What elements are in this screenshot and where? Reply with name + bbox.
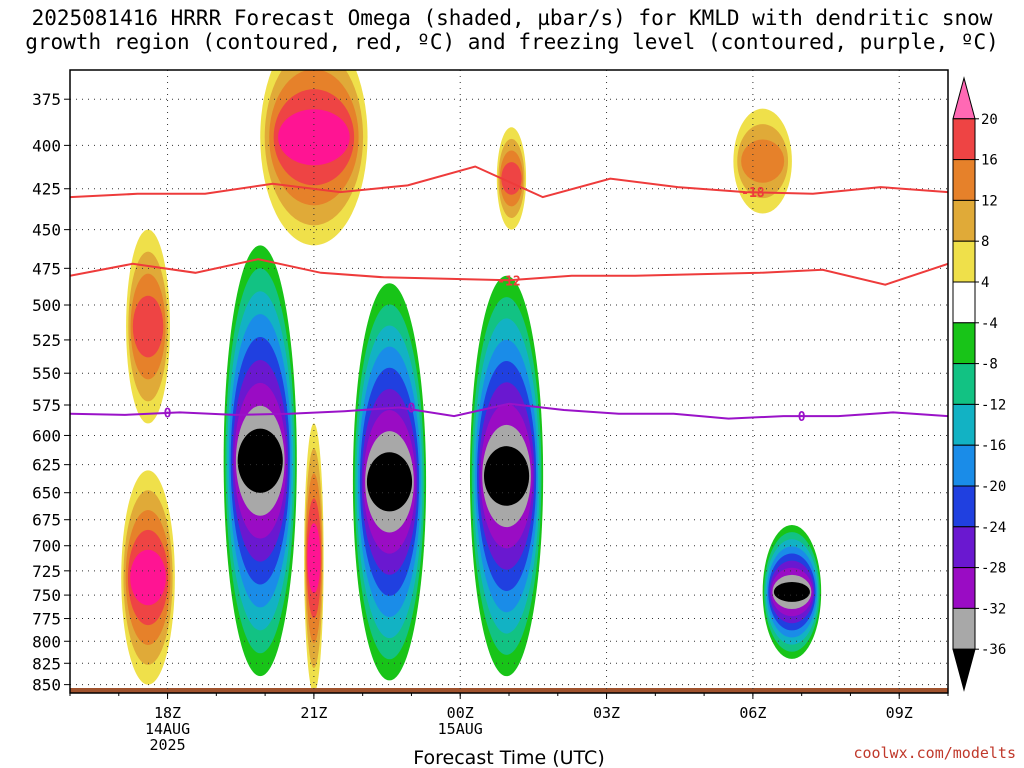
colorbar-swatch-bottom-arrow bbox=[952, 648, 976, 692]
colorbar-label-5: 4 bbox=[981, 275, 989, 291]
omega-level-16 bbox=[132, 295, 164, 358]
grid bbox=[70, 70, 948, 693]
chart-title-line-1: 2025081416 HRRR Forecast Omega (shaded, … bbox=[31, 6, 993, 30]
dgz-contour-2-label-1: -12 bbox=[497, 274, 520, 289]
y-tick-label-650: 650 bbox=[32, 484, 61, 503]
colorbar-swatch-5 bbox=[952, 281, 976, 324]
colorbar-label-2: 16 bbox=[981, 153, 998, 169]
x-tick-label-h8-1: 00Z bbox=[447, 704, 474, 722]
freezing-level-contour-1 bbox=[70, 402, 948, 420]
y-tick-label-575: 575 bbox=[32, 396, 61, 415]
colorbar-label-10: -20 bbox=[981, 479, 1006, 495]
omega-level--36 bbox=[483, 446, 530, 506]
omega-feature-7 bbox=[304, 423, 324, 693]
colorbar-swatch-4 bbox=[952, 240, 976, 283]
colorbar: 20 16 12 8 4 -4 -8 -12 -16 -20 -24 -28 -32 -36 bbox=[952, 76, 1006, 692]
y-tick-label-700: 700 bbox=[32, 537, 61, 556]
y-tick-label-600: 600 bbox=[32, 426, 61, 445]
omega-level-20 bbox=[130, 549, 166, 606]
omega-feature-10 bbox=[733, 108, 792, 214]
omega-level--36 bbox=[237, 428, 283, 493]
omega-feature-2 bbox=[352, 283, 427, 681]
watermark-text: coolwx.com/modelts bbox=[853, 744, 1016, 762]
colorbar-label-6: -4 bbox=[981, 316, 998, 332]
x-tick-label-h17-1: 09Z bbox=[886, 704, 913, 722]
colorbar-label-7: -8 bbox=[981, 357, 998, 373]
y-tick-label-425: 425 bbox=[32, 180, 61, 199]
colorbar-swatch-6 bbox=[952, 322, 976, 365]
chart-title: 2025081416 HRRR Forecast Omega (shaded, … bbox=[0, 6, 1024, 54]
colorbar-label-11: -24 bbox=[981, 520, 1006, 536]
colorbar-label-4: 8 bbox=[981, 234, 989, 250]
dgz-contour-1 bbox=[70, 165, 948, 199]
y-tick-label-550: 550 bbox=[32, 364, 61, 383]
y-tick-label-675: 675 bbox=[32, 511, 61, 530]
y-tick-label-500: 500 bbox=[32, 296, 61, 315]
omega-feature-9 bbox=[496, 127, 527, 230]
colorbar-swatch-7 bbox=[952, 363, 976, 405]
y-tick-label-825: 825 bbox=[32, 654, 61, 673]
y-tick-label-775: 775 bbox=[32, 610, 61, 629]
freezing-level-contour-1-label-2: 0 bbox=[408, 401, 416, 416]
colorbar-swatch-2 bbox=[952, 159, 976, 201]
y-tick-label-525: 525 bbox=[32, 331, 61, 350]
freezing-level-contour-1-label-3: 0 bbox=[798, 410, 806, 425]
y-tick-label-375: 375 bbox=[32, 90, 61, 109]
colorbar-label-13: -32 bbox=[981, 601, 1006, 617]
omega-feature-5 bbox=[121, 470, 175, 685]
omega-feature-4 bbox=[762, 524, 822, 659]
colorbar-swatch-top-arrow bbox=[952, 76, 976, 120]
colorbar-swatch-3 bbox=[952, 199, 976, 242]
colorbar-swatch-11 bbox=[952, 526, 976, 569]
colorbar-label-14: -36 bbox=[981, 642, 1006, 658]
y-tick-label-800: 800 bbox=[32, 632, 61, 651]
x-tick-label-h2-2: 14AUG bbox=[145, 720, 190, 738]
x-tick-label-h2-3: 2025 bbox=[149, 736, 185, 754]
omega-level--36 bbox=[366, 452, 413, 512]
omega-level-20 bbox=[307, 523, 321, 594]
y-tick-label-625: 625 bbox=[32, 456, 61, 475]
colorbar-swatch-9 bbox=[952, 444, 976, 487]
omega-feature-3 bbox=[469, 275, 544, 677]
omega-feature-1 bbox=[223, 245, 297, 677]
x-tick-label-h8-2: 15AUG bbox=[438, 720, 483, 738]
x-axis-label: Forecast Time (UTC) bbox=[413, 747, 604, 768]
freezing-level-contour-1-label-1: 0 bbox=[164, 406, 172, 421]
omega-field bbox=[70, 70, 948, 693]
x-tick-label-h2-1: 18Z bbox=[154, 704, 181, 722]
x-tick-label-h14-1: 06Z bbox=[739, 704, 766, 722]
colorbar-swatch-13 bbox=[952, 607, 976, 650]
omega-level-20 bbox=[278, 109, 350, 166]
omega-feature-8 bbox=[126, 229, 170, 424]
colorbar-swatch-10 bbox=[952, 485, 976, 528]
colorbar-swatch-12 bbox=[952, 567, 976, 609]
x-tick-label-h5-1: 21Z bbox=[300, 704, 327, 722]
colorbar-label-9: -16 bbox=[981, 438, 1006, 454]
colorbar-label-8: -12 bbox=[981, 397, 1006, 413]
chart-title-line-2: growth region (contoured, red, ºC) and f… bbox=[25, 30, 999, 54]
colorbar-swatch-1 bbox=[952, 118, 976, 161]
omega-level--36 bbox=[773, 581, 810, 602]
y-tick-label-400: 400 bbox=[32, 136, 61, 155]
y-tick-label-750: 750 bbox=[32, 586, 61, 605]
colorbar-label-1: 20 bbox=[981, 112, 998, 128]
y-tick-label-725: 725 bbox=[32, 562, 61, 581]
colorbar-label-3: 12 bbox=[981, 193, 998, 209]
colorbar-label-12: -28 bbox=[981, 561, 1006, 577]
dgz-contour-1-label-1: -18 bbox=[741, 186, 765, 201]
y-tick-label-450: 450 bbox=[32, 221, 61, 240]
y-tick-label-475: 475 bbox=[32, 259, 61, 278]
dgz-contour-2 bbox=[70, 258, 948, 286]
ground-strip bbox=[70, 688, 948, 693]
omega-feature-6 bbox=[260, 70, 368, 246]
omega-level-16 bbox=[501, 162, 522, 195]
x-tick-label-h11-1: 03Z bbox=[593, 704, 620, 722]
omega-level-12 bbox=[741, 139, 785, 183]
y-tick-label-850: 850 bbox=[32, 676, 61, 695]
colorbar-swatch-8 bbox=[952, 403, 976, 446]
